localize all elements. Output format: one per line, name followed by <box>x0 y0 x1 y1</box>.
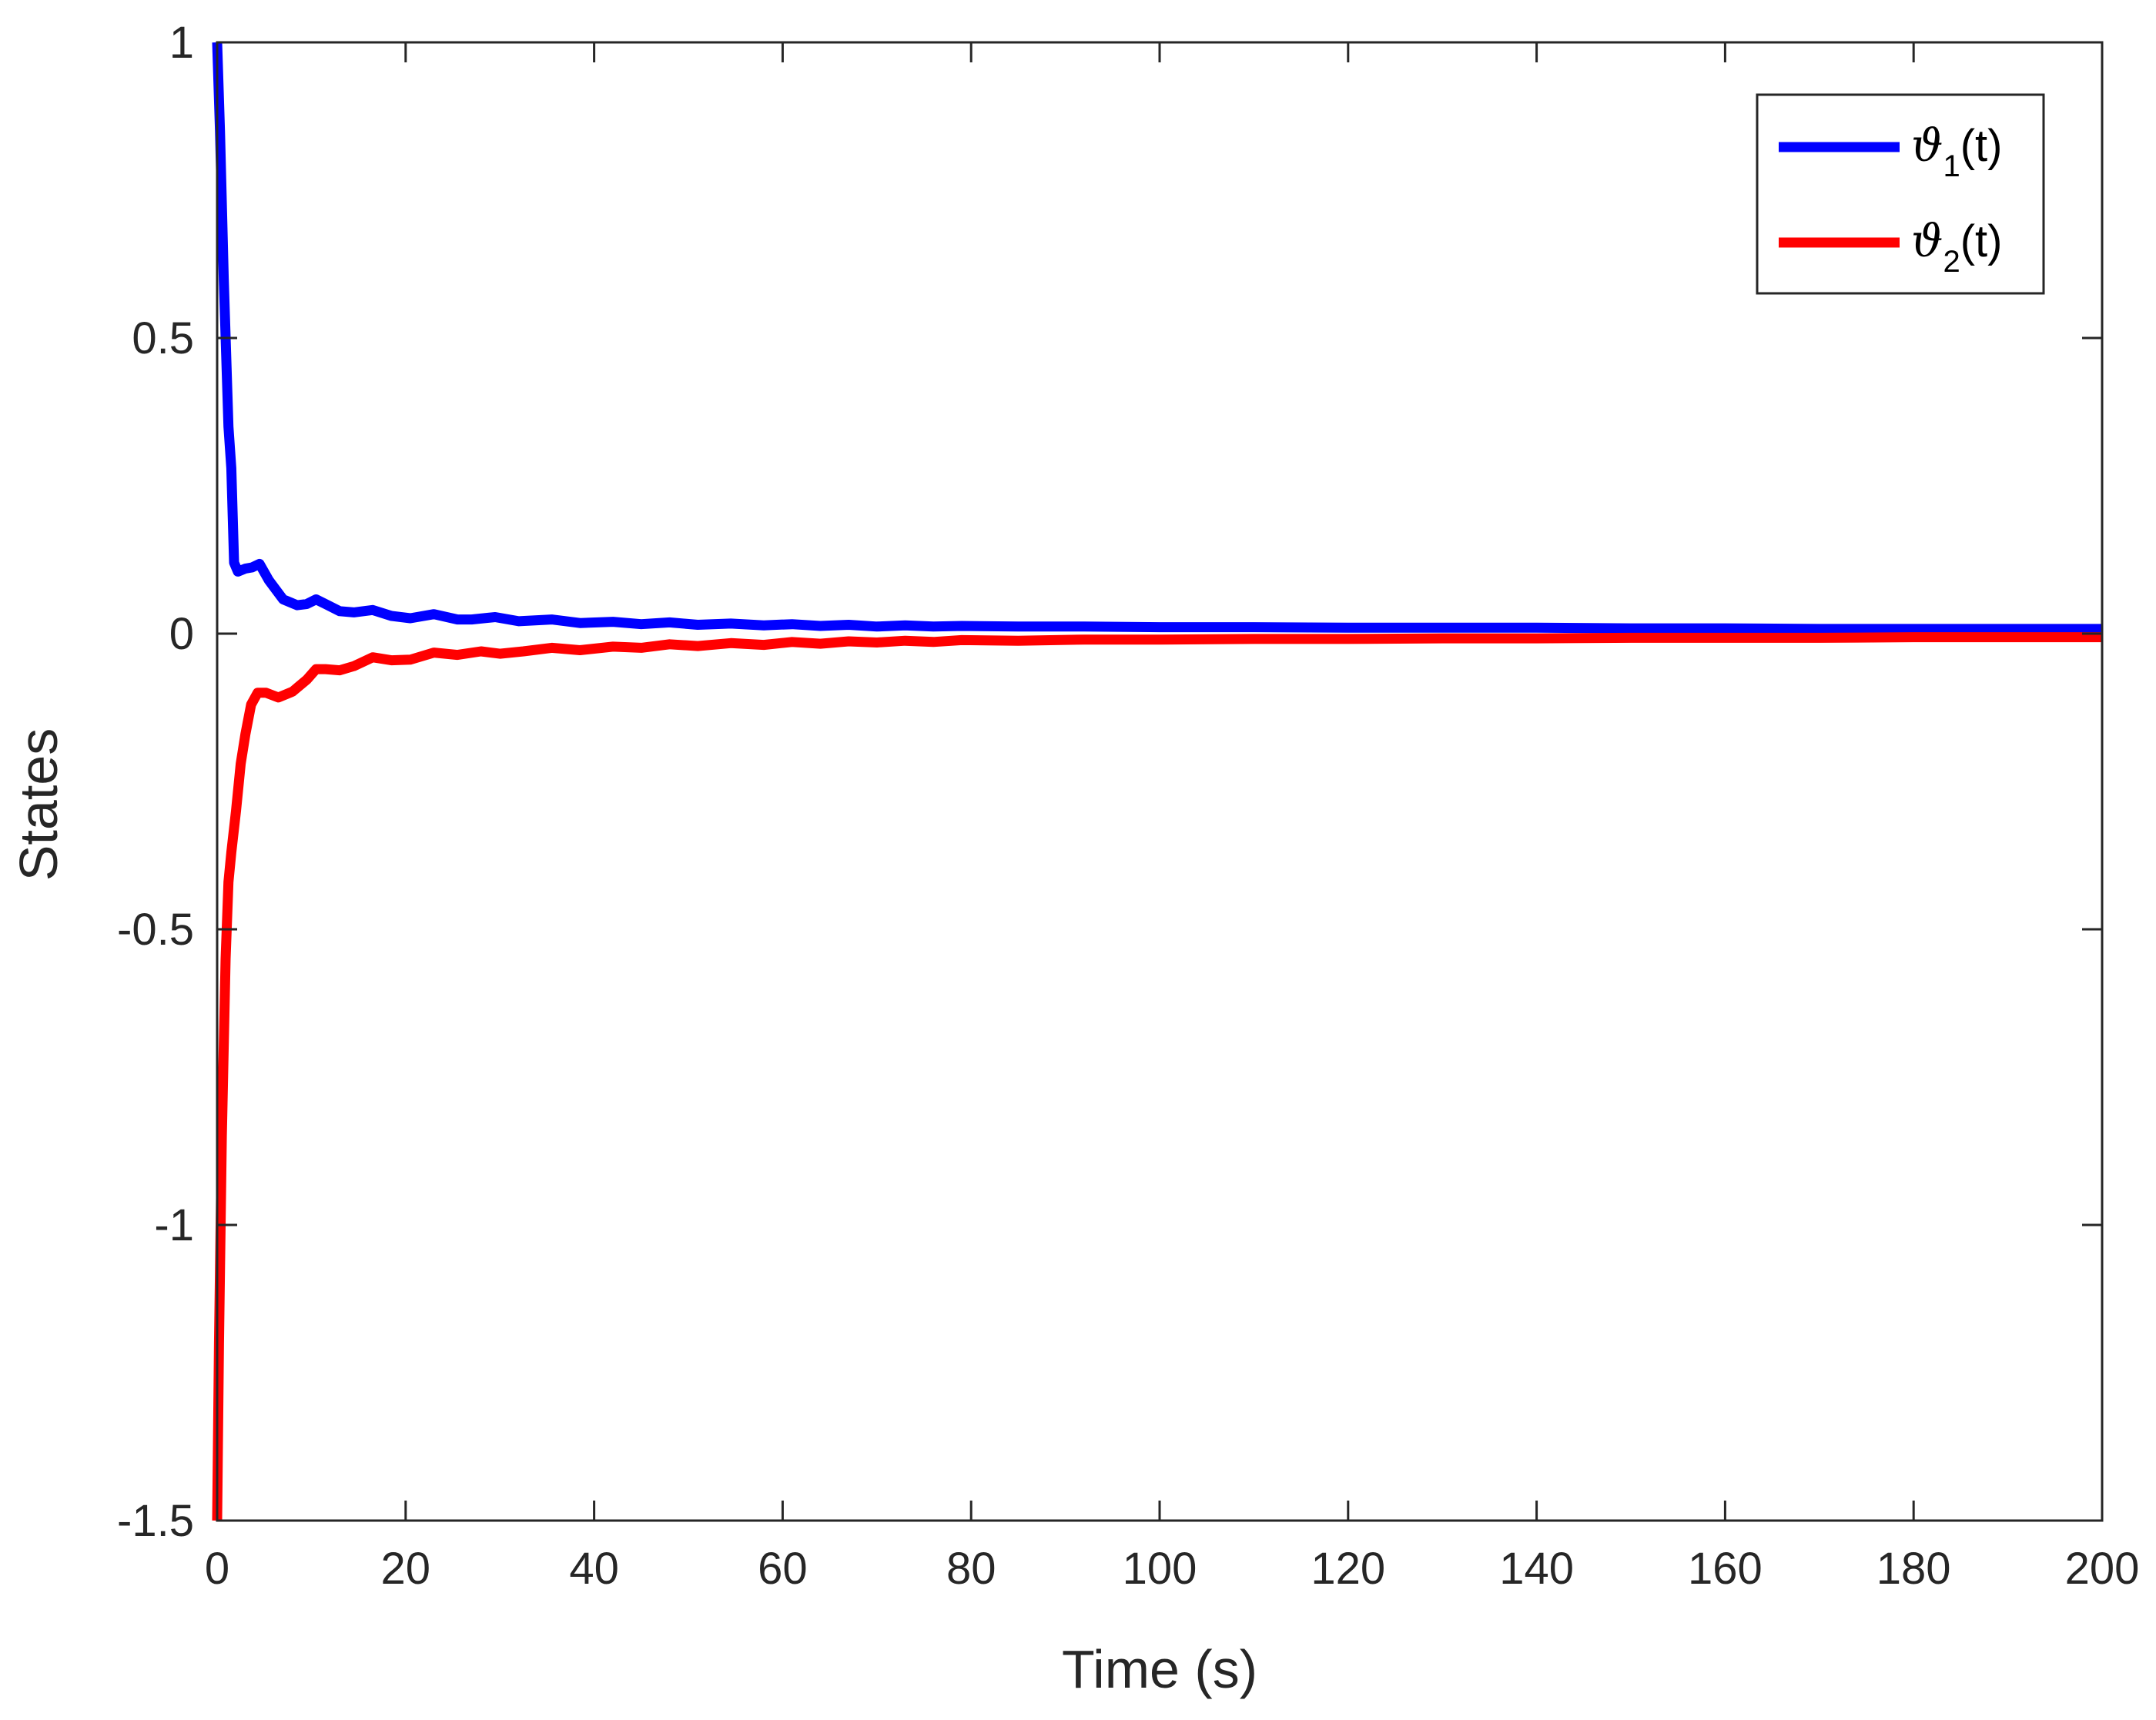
legend: ϑ1(t)ϑ2(t) <box>1756 93 2045 295</box>
x-tick-label: 120 <box>1311 1544 1385 1594</box>
x-tick-label: 60 <box>758 1544 808 1594</box>
x-tick-label: 200 <box>2065 1544 2140 1594</box>
x-axis-title: Time (s) <box>1062 1639 1257 1699</box>
y-tick-label: -1.5 <box>117 1496 194 1546</box>
legend-subscript: 1 <box>1943 149 1960 183</box>
legend-subscript: 2 <box>1943 245 1960 279</box>
legend-suffix: (t) <box>1960 216 2003 266</box>
y-axis-title: States <box>8 728 69 881</box>
legend-symbol: ϑ <box>1911 215 1943 267</box>
y-tick-label: 0.5 <box>132 313 194 363</box>
x-tick-label: 100 <box>1123 1544 1197 1594</box>
legend-suffix: (t) <box>1960 121 2003 171</box>
legend-label-2: ϑ2(t) <box>1911 215 2002 279</box>
y-tick-label: -1 <box>154 1200 194 1250</box>
y-tick-label: -0.5 <box>117 905 194 955</box>
series-line-2 <box>212 632 2102 1521</box>
ticks-layer <box>216 41 2104 1522</box>
y-tick-label: 0 <box>169 609 194 659</box>
x-tick-label: 160 <box>1688 1544 1763 1594</box>
tick-labels-layer: 0 20 40 60 80 100 120 140 160 180 200 -1.5 -1 -0.5 0 0.… <box>117 18 2139 1594</box>
x-tick-label: 20 <box>381 1544 431 1594</box>
x-tick-label: 180 <box>1876 1544 1951 1594</box>
series-layer <box>212 42 2102 1521</box>
x-tick-label: 80 <box>946 1544 996 1594</box>
y-tick-label: 1 <box>169 18 194 68</box>
legend-label-1: ϑ1(t) <box>1911 119 2002 183</box>
series-line-1 <box>212 42 2102 634</box>
x-tick-label: 40 <box>569 1544 619 1594</box>
x-tick-label: 140 <box>1499 1544 1574 1594</box>
legend-symbol: ϑ <box>1911 119 1943 172</box>
legend-box <box>1756 93 2045 295</box>
x-tick-label: 0 <box>205 1544 229 1594</box>
